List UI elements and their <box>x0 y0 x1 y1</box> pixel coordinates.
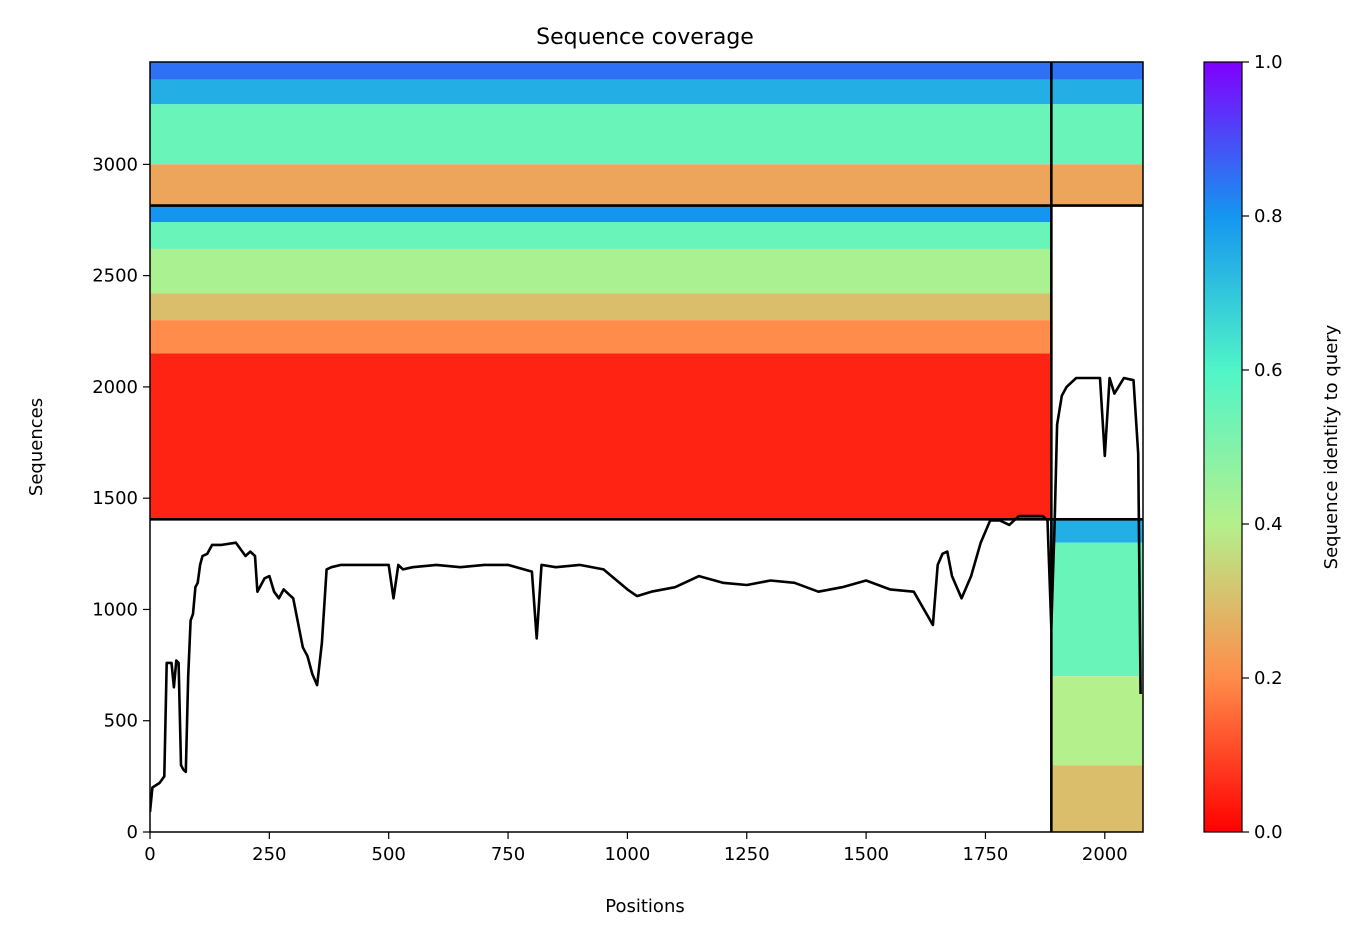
colorbar-tick-label: 0.8 <box>1254 206 1283 227</box>
x-tick-label: 2000 <box>1082 844 1128 865</box>
y-tick-label: 0 <box>127 822 138 843</box>
heatmap-band <box>150 293 1052 321</box>
heatmap-band <box>1051 765 1143 832</box>
x-axis-label: Positions <box>605 896 684 917</box>
y-axis-label: Sequences <box>26 398 47 496</box>
y-tick-label: 500 <box>104 711 138 732</box>
coverage-line-layer <box>150 376 1142 813</box>
y-tick-label: 1500 <box>92 488 138 509</box>
colorbar <box>1203 61 1243 833</box>
plot-frame <box>149 61 1144 833</box>
x-tick-label: 500 <box>372 844 406 865</box>
x-tick-label: 1500 <box>843 844 889 865</box>
y-tick-label: 1000 <box>92 599 138 620</box>
x-tick-label: 1000 <box>604 844 650 865</box>
heatmap-band <box>150 222 1052 249</box>
heatmap-band <box>150 248 1052 294</box>
coverage-line <box>150 376 1142 813</box>
heatmap-band <box>150 320 1052 354</box>
heatmap-layer <box>150 62 1143 832</box>
colorbar-label: Sequence identity to query <box>1321 324 1342 569</box>
y-tick-label: 2500 <box>92 266 138 287</box>
block-boundaries <box>150 62 1143 832</box>
x-axis: 0 250 500 750 1000 1250 1500 1750 2000 <box>144 832 1128 865</box>
x-tick-label: 250 <box>252 844 286 865</box>
heatmap-band <box>1051 676 1143 766</box>
y-tick-label: 2000 <box>92 377 138 398</box>
y-tick-label: 3000 <box>92 154 138 175</box>
heatmap-band <box>150 205 1052 223</box>
colorbar-tick-label: 0.2 <box>1254 668 1283 689</box>
heatmap-band <box>1051 519 1143 543</box>
heatmap-band <box>150 104 1143 165</box>
colorbar-tick-label: 0.4 <box>1254 514 1283 535</box>
x-tick-label: 0 <box>144 844 155 865</box>
x-tick-label: 1750 <box>963 844 1009 865</box>
colorbar-tick-label: 0.0 <box>1254 822 1283 843</box>
heatmap-band <box>1051 542 1143 677</box>
x-tick-label: 1250 <box>724 844 770 865</box>
y-axis: 0 500 1000 1500 2000 2500 3000 <box>92 154 150 843</box>
colorbar-axis: 0.0 0.2 0.4 0.6 0.8 1.0 <box>1242 52 1283 843</box>
heatmap-band <box>150 353 1052 520</box>
heatmap-band <box>150 62 1143 80</box>
chart-title: Sequence coverage <box>536 25 754 50</box>
heatmap-band <box>150 79 1143 105</box>
colorbar-tick-label: 1.0 <box>1254 52 1283 73</box>
x-tick-label: 750 <box>491 844 525 865</box>
colorbar-tick-label: 0.6 <box>1254 360 1283 381</box>
heatmap-band <box>150 164 1143 206</box>
